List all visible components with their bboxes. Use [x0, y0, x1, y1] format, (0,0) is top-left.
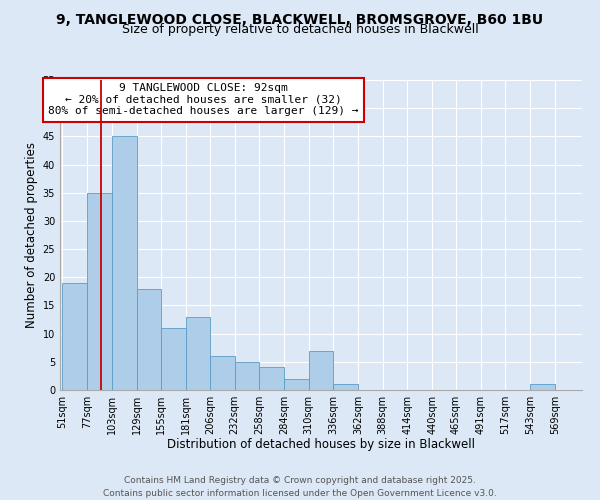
- Bar: [210, 356, 235, 390]
- Bar: [530, 384, 555, 390]
- Y-axis label: Number of detached properties: Number of detached properties: [25, 142, 38, 328]
- Text: 9, TANGLEWOOD CLOSE, BLACKWELL, BROMSGROVE, B60 1BU: 9, TANGLEWOOD CLOSE, BLACKWELL, BROMSGRO…: [56, 12, 544, 26]
- Bar: [334, 384, 358, 390]
- Bar: [186, 316, 210, 390]
- Text: Contains HM Land Registry data © Crown copyright and database right 2025.
Contai: Contains HM Land Registry data © Crown c…: [103, 476, 497, 498]
- Bar: [112, 136, 137, 390]
- Bar: [259, 368, 284, 390]
- Text: 9 TANGLEWOOD CLOSE: 92sqm
← 20% of detached houses are smaller (32)
80% of semi-: 9 TANGLEWOOD CLOSE: 92sqm ← 20% of detac…: [49, 83, 359, 116]
- Bar: [62, 283, 87, 390]
- Bar: [308, 350, 334, 390]
- Bar: [161, 328, 186, 390]
- Bar: [284, 378, 308, 390]
- Text: Size of property relative to detached houses in Blackwell: Size of property relative to detached ho…: [122, 22, 478, 36]
- Bar: [137, 288, 161, 390]
- Bar: [87, 192, 112, 390]
- Bar: [235, 362, 259, 390]
- X-axis label: Distribution of detached houses by size in Blackwell: Distribution of detached houses by size …: [167, 438, 475, 452]
